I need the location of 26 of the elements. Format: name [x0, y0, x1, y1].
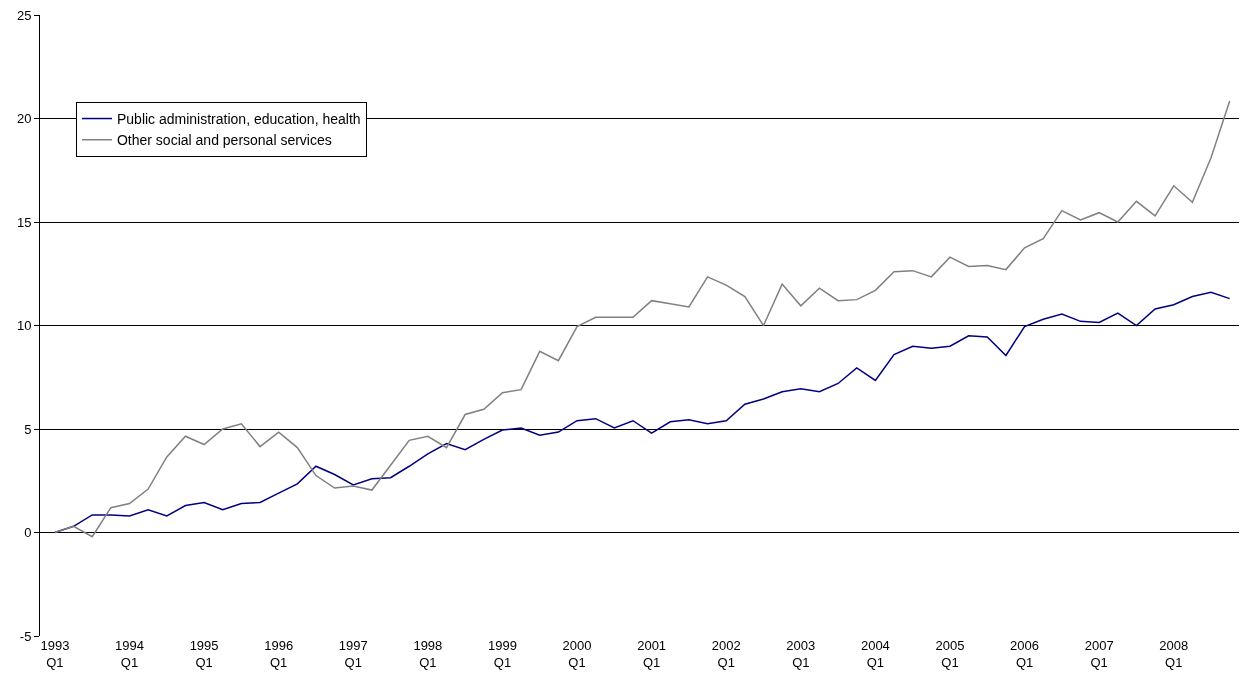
x-tick-label: 2008 Q1 — [1159, 638, 1189, 670]
x-tick-label: 2004 Q1 — [860, 638, 890, 670]
y-tick-label: 25 — [16, 7, 32, 23]
x-tick-label: 1998 Q1 — [413, 638, 443, 670]
x-tick-label: 1994 Q1 — [115, 638, 144, 670]
x-tick-label: 1995 Q1 — [189, 638, 219, 670]
x-tick-label: 1999 Q1 — [487, 638, 517, 670]
x-tick-label: 2001 Q1 — [637, 638, 667, 670]
x-tick-label: 1996 Q1 — [264, 638, 294, 670]
y-tick-label: 15 — [16, 214, 32, 230]
x-tick-label: 1993 Q1 — [40, 638, 70, 670]
line-series — [54, 100, 1231, 538]
legend-label: Other social and personal services — [116, 132, 332, 149]
x-tick-label: 2007 Q1 — [1084, 638, 1114, 670]
legend-label: Public administration, education, health — [116, 111, 361, 127]
x-tick-label: 2000 Q1 — [562, 638, 592, 670]
y-tick-label: 10 — [16, 318, 32, 334]
y-tick-label: 0 — [24, 525, 32, 541]
x-tick-label: 2006 Q1 — [1010, 638, 1040, 670]
y-tick-label: 20 — [16, 111, 32, 127]
x-tick-label: 1997 Q1 — [338, 638, 368, 670]
y-tick-label: 5 — [24, 421, 32, 437]
x-tick-label: 2005 Q1 — [935, 638, 965, 670]
x-tick-label: 2003 Q1 — [786, 638, 816, 670]
y-tick-label: -5 — [19, 628, 32, 644]
x-tick-label: 2002 Q1 — [711, 638, 741, 670]
